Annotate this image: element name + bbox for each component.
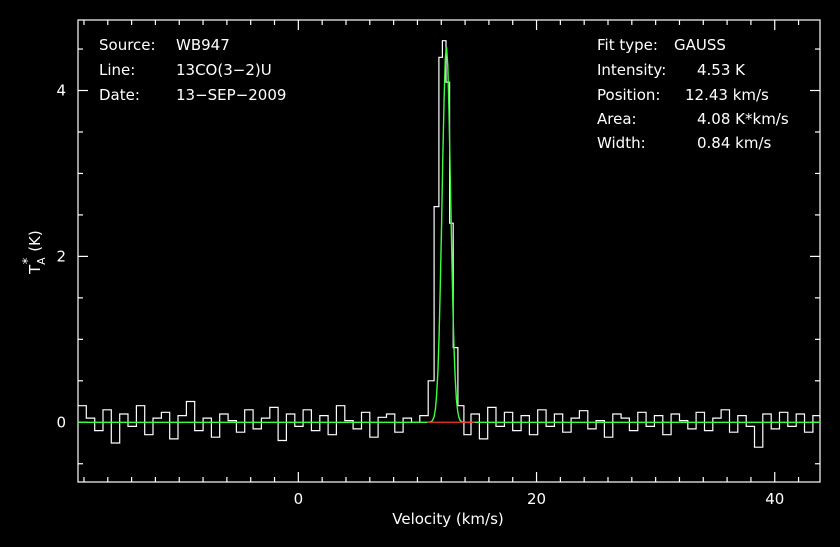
width-value: 0.84 km/s xyxy=(697,134,772,152)
fit-type-label: Fit type: xyxy=(597,36,658,54)
info-left: Source: WB947 Line: 13CO(3−2)U Date: 13−… xyxy=(99,36,286,104)
y-tick-label: 0 xyxy=(56,413,66,431)
y-label-main: T xyxy=(26,264,44,275)
svg-text:TA*(K): TA* (K) xyxy=(21,230,48,275)
y-tick-label: 2 xyxy=(56,247,66,265)
axis-tick-labels: 0 20 40 0 2 4 xyxy=(56,82,784,508)
y-axis-label: TA* (K) xyxy=(21,230,48,275)
y-tick-label: 4 xyxy=(56,82,66,100)
width-label: Width: xyxy=(597,134,646,152)
position-value: 12.43 km/s xyxy=(685,86,769,104)
info-line-label: Line: xyxy=(99,61,135,79)
y-label-sub: A xyxy=(35,257,48,265)
position-label: Position: xyxy=(597,86,660,104)
plot-frame xyxy=(77,19,821,483)
area-label: Area: xyxy=(597,110,637,128)
intensity-label: Intensity: xyxy=(597,61,666,79)
info-right: Fit type: GAUSS Intensity: 4.53 K Positi… xyxy=(597,36,789,152)
info-date-value: 13−SEP−2009 xyxy=(176,86,286,104)
x-tick-label: 40 xyxy=(765,490,784,508)
x-tick-label: 0 xyxy=(294,490,304,508)
x-tick-label: 20 xyxy=(527,490,546,508)
y-label-sup: * xyxy=(21,257,36,264)
area-value: 4.08 K*km/s xyxy=(697,110,789,128)
y-label-unit: (K) xyxy=(26,230,44,252)
info-line-value: 13CO(3−2)U xyxy=(176,61,272,79)
intensity-value: 4.53 K xyxy=(697,61,746,79)
axis-ticks xyxy=(78,20,820,482)
gaussian-fit-line xyxy=(78,46,820,423)
x-axis-label: Velocity (km/s) xyxy=(392,510,503,528)
info-date-label: Date: xyxy=(99,86,140,104)
fit-type-value: GAUSS xyxy=(674,36,726,54)
spectrum-line xyxy=(78,40,821,448)
info-source-label: Source: xyxy=(99,36,156,54)
info-source-value: WB947 xyxy=(176,36,230,54)
series-layer xyxy=(78,40,821,448)
